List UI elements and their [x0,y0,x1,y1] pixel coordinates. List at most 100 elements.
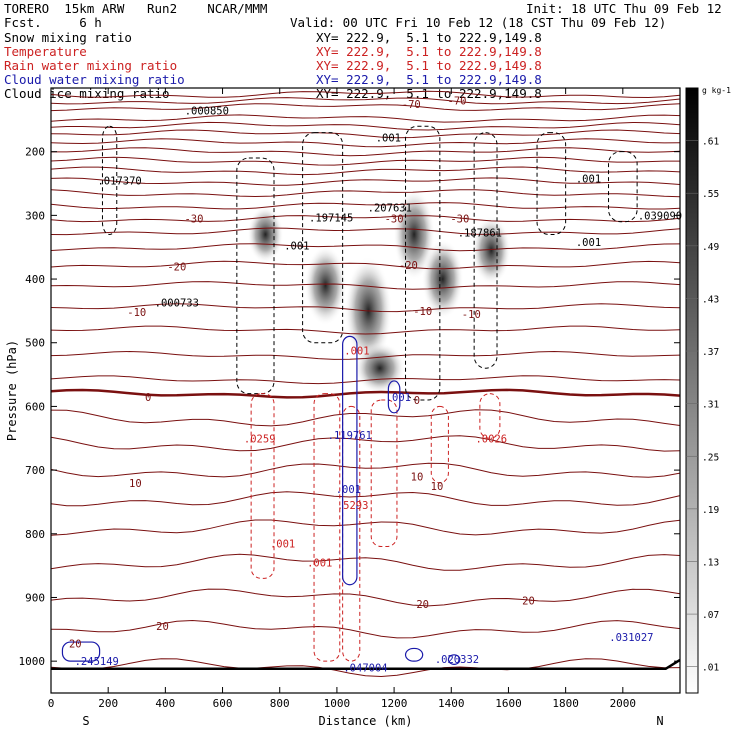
colorbar-tick-label: .37 [702,347,719,358]
ice-contour-0 [101,125,118,235]
legend-rain-xy: XY= 222.9, 5.1 to 222.9,149.8 [316,58,542,73]
maximum-label: .245149 [75,656,119,668]
maximum-label: .197145 [309,212,353,224]
isotherm-line [50,260,681,270]
temperature-label: 20 [156,621,169,633]
x-tick-label: 400 [155,697,175,710]
maximum-label: .001 [307,557,332,569]
isotherm-line [50,227,681,236]
isotherm-line [50,588,681,607]
temperature-label: -70 [448,96,467,108]
isotherm-line [50,156,680,166]
temperature-label: 10 [431,481,444,493]
maximum-label: .001 [576,173,601,185]
cloudwater-contour-2 [61,641,101,662]
colorbar-tick-label: .31 [702,400,719,411]
maximum-label: .001 [576,237,601,249]
colorbar-tick-label: .25 [702,452,719,463]
temperature-label: 20 [416,599,429,611]
isotherm-line [50,166,681,176]
south-label: S [82,714,89,728]
isotherm-line [50,97,681,105]
isotherm-line [50,121,681,131]
isotherm-line [50,519,681,536]
maximum-label: .000850 [185,105,229,117]
legend-snow: Snow mixing ratio [4,30,132,45]
ice-contour-1 [236,157,275,395]
temperature-label: 20 [69,638,82,650]
isotherm-line [50,177,681,186]
x-tick-label: 600 [213,697,233,710]
isotherm-line [50,658,681,678]
colorbar-tick-label: .55 [702,189,719,200]
x-axis-label: Distance (km) [319,714,413,728]
isotherm-line [50,202,681,210]
maximum-label: .001 [336,484,361,496]
isotherm-line [50,138,681,148]
isotherm-line [50,491,681,507]
maximum-label: .020332 [435,654,479,666]
x-tick-label: 1000 [324,697,351,710]
y-tick-label: 700 [25,464,45,477]
ice-contour-5 [536,132,567,235]
isotherm-line [50,350,681,360]
temperature-label: -30 [385,214,404,226]
isotherm-line [50,215,681,223]
isotherm-line [50,281,681,290]
isotherm-line [50,129,681,139]
terrain-line [51,658,681,671]
cloudwater-contour-1 [387,380,401,414]
temperature-label: -10 [462,309,481,321]
maximum-label: .047004 [343,663,387,675]
plot-frame [50,87,681,694]
colorbar-tick-label: .01 [702,663,719,674]
isotherm-line [50,243,681,252]
temperature-label: -10 [413,306,432,318]
isotherm-line [50,619,681,639]
snow-shading-5 [247,205,284,264]
snow-shading-3 [421,238,464,320]
y-tick-label: 800 [25,528,45,541]
maximum-label: .119761 [328,430,372,442]
temperature-label: -20 [399,260,418,272]
legend-cloud-water-xy: XY= 222.9, 5.1 to 222.9,149.8 [316,72,542,87]
y-tick-label: 600 [25,400,45,413]
maximum-label: .207631 [368,203,412,215]
snow-shading-2 [393,188,435,281]
snow-shading-0 [304,245,347,326]
legend-snow-xy: XY= 222.9, 5.1 to 222.9,149.8 [316,30,542,45]
temperature-label: -30 [450,214,469,226]
y-tick-label: 1000 [19,655,46,668]
x-tick-label: 1800 [552,697,579,710]
y-axis-label: Pressure (hPa) [5,340,19,441]
snow-shading-4 [471,216,511,285]
isotherm-line [50,462,681,478]
init-time: Init: 18 UTC Thu 09 Feb 12 [526,1,722,16]
isotherm-line [50,325,681,335]
ice-contour-6 [608,151,638,223]
maximum-label: .031027 [609,632,653,644]
temperature-label: -10 [127,307,146,319]
y-tick-label: 400 [25,273,45,286]
temperature-label: 10 [411,471,424,483]
ice-contour-2 [302,132,344,344]
x-tick-label: 0 [48,697,55,710]
x-tick-label: 1400 [438,697,465,710]
x-tick-label: 200 [98,697,118,710]
temperature-label: 0 [414,395,420,407]
isotherm-line [50,303,681,313]
rain-contour-0 [250,393,275,579]
y-tick-label: 200 [25,146,45,159]
colorbar-tick-label: .07 [702,610,719,621]
colorbar-unit: g kg-1 [702,86,731,95]
maximum-label: .001 [386,392,411,404]
colorbar-tick-label: .49 [702,242,719,253]
north-label: N [656,714,663,728]
maximum-label: .187861 [458,228,502,240]
maximum-label: .5293 [337,500,369,512]
maximum-label: .001 [376,133,401,145]
colorbar-tick-label: .13 [702,557,719,568]
colorbar-tick-label: .43 [702,294,719,305]
maximum-label: .017370 [97,175,141,187]
y-tick-label: 900 [25,591,45,604]
